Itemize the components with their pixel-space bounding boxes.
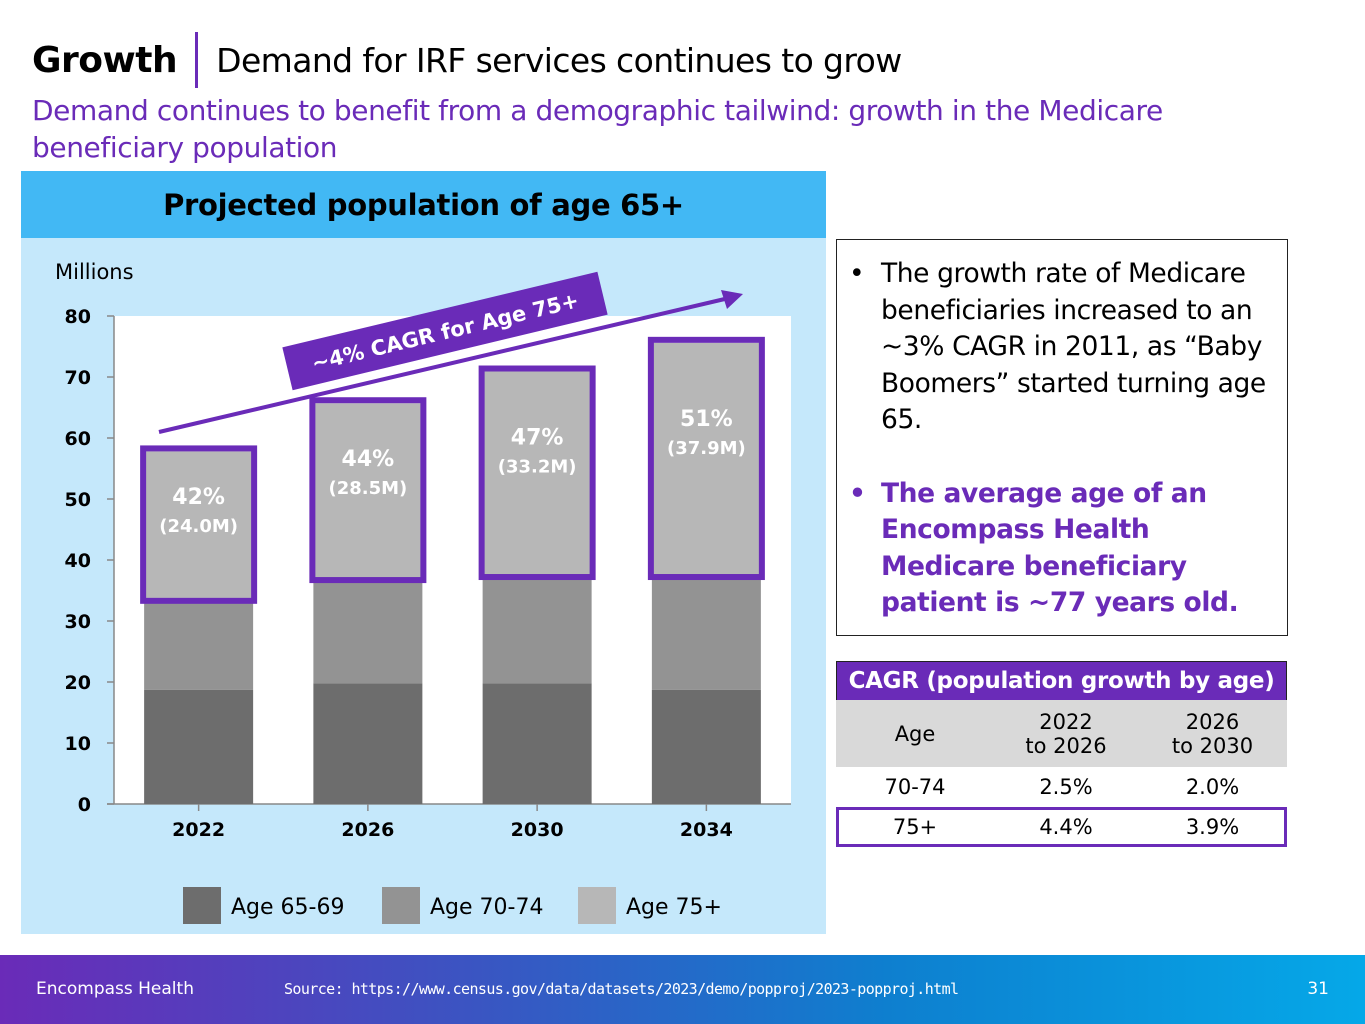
chart-header: Projected population of age 65+ xyxy=(21,171,826,238)
legend-label: Age 75+ xyxy=(626,895,722,920)
legend-label: Age 65-69 xyxy=(231,895,344,920)
legend-swatch xyxy=(578,887,616,924)
col-header-2026-2030: 2026 to 2030 xyxy=(1171,709,1254,758)
bar-annotation-pct: 42% xyxy=(172,485,225,510)
x-tick-label: 2022 xyxy=(172,819,225,841)
legend-swatch xyxy=(183,887,221,924)
legend-label: Age 70-74 xyxy=(430,895,543,920)
cell-cagr-2026-2030: 2.0% xyxy=(1185,775,1240,799)
y-tick-label: 30 xyxy=(65,611,91,633)
bar-segment-age-65-69 xyxy=(313,683,423,804)
bar-segment-age-70-74 xyxy=(651,574,761,690)
key-points-box: • The growth rate of Medicare beneficiar… xyxy=(836,239,1288,636)
bar-annotation-value: (24.0M) xyxy=(159,516,238,537)
bar-annotation-pct: 47% xyxy=(511,425,564,450)
y-tick-label: 70 xyxy=(65,367,91,389)
cagr-table-title: CAGR (population growth by age) xyxy=(836,661,1287,700)
trend-arrow-head-icon xyxy=(721,290,743,309)
bar-segment-age-70-74 xyxy=(313,577,423,684)
bar-segment-age-70-74 xyxy=(144,597,254,690)
y-tick-label: 40 xyxy=(65,550,91,572)
y-axis-unit-label: Millions xyxy=(55,260,134,284)
chart-panel: Millions 0 10 20 30 40 50 60 70 80 42% (24.0M) 2022 4… xyxy=(21,171,826,934)
footer-brand: Encompass Health xyxy=(36,979,194,999)
bar-annotation-value: (33.2M) xyxy=(498,456,577,477)
page-subtitle: Demand continues to benefit from a demog… xyxy=(32,94,1163,164)
x-tick-label: 2030 xyxy=(511,819,564,841)
bar-segment-age-75- xyxy=(651,342,761,575)
bullet-item: • The growth rate of Medicare beneficiar… xyxy=(847,256,1277,439)
bar-segment-age-65-69 xyxy=(651,689,761,804)
y-tick-label: 60 xyxy=(65,428,91,450)
bar-annotation-value: (37.9M) xyxy=(667,438,746,459)
title-divider xyxy=(195,32,199,88)
page-number: 31 xyxy=(1307,979,1329,999)
section-title: Growth xyxy=(32,39,178,81)
col-header-2022-2026: 2022 to 2026 xyxy=(1025,709,1107,758)
y-tick-label: 10 xyxy=(65,733,91,755)
col-header-age: Age xyxy=(894,721,936,746)
highlight-outline xyxy=(478,365,596,581)
bar-segment-age-75- xyxy=(313,403,423,578)
cagr-table: CAGR (population growth by age) Age 2022… xyxy=(836,661,1287,847)
bar-segment-age-65-69 xyxy=(144,689,254,804)
trend-arrow-line xyxy=(158,296,730,434)
bar-annotation-value: (28.5M) xyxy=(328,478,407,499)
table-row: 70-74 2.5% 2.0% xyxy=(836,767,1287,807)
bullet-dot-icon: • xyxy=(849,258,865,289)
y-tick-label: 80 xyxy=(65,306,91,328)
table-row-highlighted: 75+ 4.4% 3.9% xyxy=(836,807,1287,847)
bullet-dot-icon: • xyxy=(849,477,866,509)
bullet-item-highlight: • The average age of an Encompass Health… xyxy=(847,476,1277,622)
y-tick-label: 20 xyxy=(65,672,91,694)
legend-swatch xyxy=(382,887,420,924)
bullet-text: The average age of an Encompass Health M… xyxy=(881,477,1239,619)
footer: Encompass Health Source: https://www.cen… xyxy=(0,955,1365,1024)
y-tick-label: 50 xyxy=(65,489,91,511)
bar-segment-age-65-69 xyxy=(482,683,592,804)
bar-segment-age-70-74 xyxy=(482,574,592,684)
cell-cagr-2026-2030: 3.9% xyxy=(1185,815,1240,839)
x-tick-label: 2034 xyxy=(680,819,733,841)
highlight-outline xyxy=(309,397,427,584)
title-row: Growth Demand for IRF services continues… xyxy=(32,30,902,90)
population-chart: Millions0102030405060708042%(24.0M)20224… xyxy=(55,260,791,924)
bullet-text: The growth rate of Medicare beneficiarie… xyxy=(881,258,1266,435)
x-tick-label: 2026 xyxy=(341,819,394,841)
callout-background xyxy=(282,271,608,391)
footer-source: Source: https://www.census.gov/data/data… xyxy=(284,980,959,998)
bar-segment-age-75- xyxy=(144,451,254,598)
highlight-outline xyxy=(647,336,765,581)
cell-age: 70-74 xyxy=(884,775,946,799)
cell-cagr-2022-2026: 2.5% xyxy=(1039,775,1093,799)
cell-cagr-2022-2026: 4.4% xyxy=(1039,815,1093,839)
highlight-outline xyxy=(140,445,258,604)
bar-annotation-pct: 51% xyxy=(680,407,733,432)
y-tick-label: 0 xyxy=(78,794,91,816)
bar-segment-age-75- xyxy=(482,371,592,575)
cagr-table-header: Age 2022 to 2026 2026 to 2030 xyxy=(836,700,1287,767)
cell-age: 75+ xyxy=(892,815,938,839)
bar-annotation-pct: 44% xyxy=(342,447,395,472)
page-title: Demand for IRF services continues to gro… xyxy=(216,40,902,80)
